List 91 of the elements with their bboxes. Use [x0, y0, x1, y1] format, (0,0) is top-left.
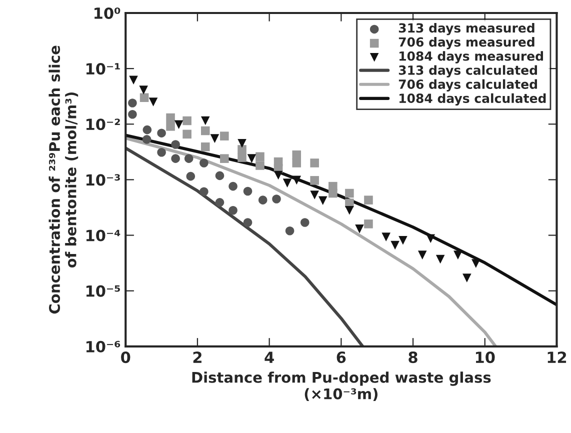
point: [182, 116, 192, 126]
point: [426, 234, 436, 244]
point: [200, 187, 208, 196]
point: [238, 139, 246, 148]
point: [210, 134, 220, 143]
point: [166, 122, 175, 131]
point: [200, 116, 210, 126]
point: [200, 126, 210, 136]
y-axis-title: Concentration of ²³⁹Pu each slice of bentonite (mol/m³): [48, 46, 78, 314]
point: [398, 236, 408, 245]
y-tick-label: 10⁻⁴: [86, 230, 120, 242]
point: [200, 142, 210, 152]
point: [220, 132, 229, 140]
point: [454, 250, 462, 260]
point: [318, 196, 328, 206]
legend-label: 1084 days measured: [400, 51, 543, 64]
point: [345, 206, 354, 215]
legend-label: 706 days calculated: [398, 79, 537, 92]
point: [364, 196, 373, 204]
point: [345, 188, 354, 198]
line-series: [126, 136, 498, 346]
point: [256, 161, 264, 170]
point: [142, 135, 152, 144]
point: [310, 176, 319, 185]
x-tick-label: 6: [336, 352, 346, 364]
point: [220, 154, 229, 163]
point: [272, 194, 281, 204]
y-tick-label: 10⁻⁵: [86, 285, 120, 297]
x-tick-label: 12: [548, 352, 566, 363]
point: [285, 226, 294, 236]
point: [310, 190, 319, 200]
point: [186, 172, 196, 181]
y-tick-label: 10⁻¹: [86, 63, 120, 75]
point: [215, 171, 224, 180]
point: [292, 150, 302, 160]
point: [171, 140, 180, 149]
point: [128, 110, 137, 119]
point: [166, 113, 175, 122]
point: [200, 158, 208, 168]
point: [300, 218, 310, 227]
point: [472, 259, 480, 268]
x-tick-label: 2: [193, 352, 202, 363]
y-tick-label: 10⁻⁶: [86, 340, 120, 352]
point: [292, 176, 302, 185]
x-tick-label: 8: [408, 352, 418, 364]
point: [355, 224, 364, 234]
point: [243, 186, 252, 196]
y-tick-label: 10⁰: [94, 7, 120, 20]
point: [142, 125, 152, 134]
point: [140, 93, 149, 102]
line-series: [126, 146, 364, 346]
point: [128, 98, 137, 108]
point: [247, 154, 256, 163]
point: [310, 158, 319, 168]
point: [258, 196, 268, 204]
point: [282, 178, 292, 188]
point: [292, 158, 302, 168]
x-tick-label: 4: [264, 352, 274, 363]
point: [174, 120, 184, 130]
legend-label: 313 days measured: [398, 22, 534, 36]
legend-label: 313 days calculated: [398, 65, 537, 78]
point: [238, 153, 246, 162]
x-axis-title: Distance from Pu-doped waste glass (×10⁻³m): [192, 372, 491, 402]
point: [228, 206, 238, 215]
point: [157, 148, 166, 157]
point: [182, 130, 192, 139]
legend-label: 1084 days calculated: [400, 93, 546, 106]
point: [462, 274, 472, 282]
point: [328, 188, 338, 198]
x-tick-label: 0: [121, 352, 130, 364]
point: [129, 76, 138, 84]
point: [171, 154, 180, 163]
point: [382, 232, 390, 242]
x-tick-label: 10: [476, 352, 495, 364]
point: [157, 128, 166, 138]
legend-label: 706 days measured: [398, 37, 534, 50]
y-tick-label: 10⁻³: [86, 174, 120, 186]
point: [390, 240, 400, 250]
point: [215, 198, 224, 207]
point: [256, 152, 264, 162]
point: [148, 98, 158, 106]
y-tick-label: 10⁻²: [86, 118, 120, 130]
point: [436, 254, 445, 264]
point: [364, 220, 373, 228]
point: [243, 218, 252, 227]
point: [139, 86, 148, 94]
point: [184, 154, 194, 163]
point: [274, 170, 283, 180]
line-series: [126, 134, 557, 306]
point: [228, 182, 238, 191]
point: [418, 250, 427, 260]
